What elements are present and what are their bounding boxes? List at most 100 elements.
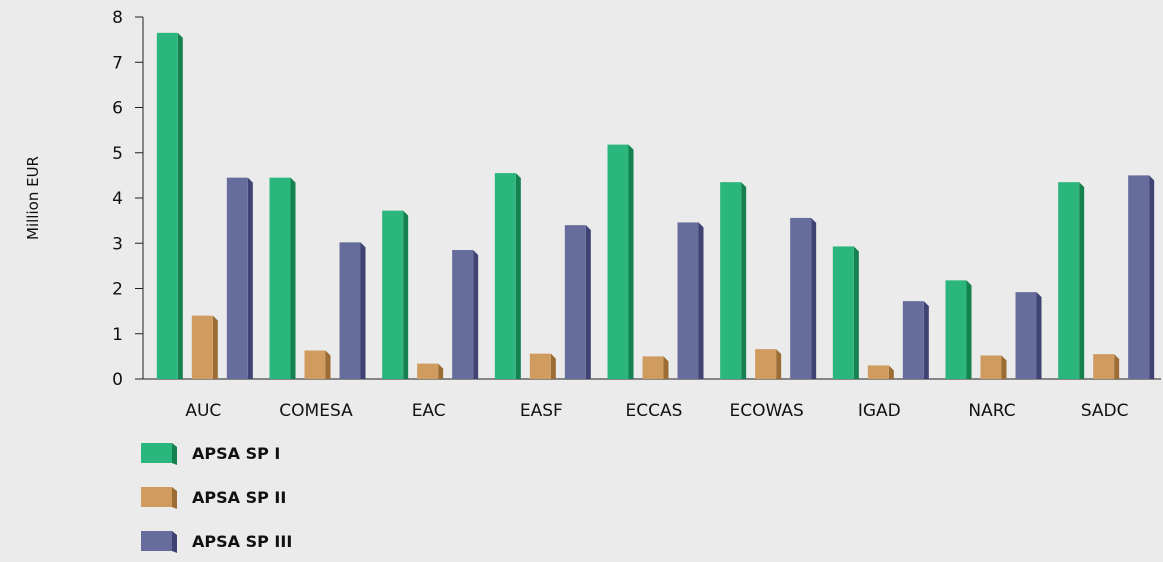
bar-front — [191, 315, 213, 379]
x-tick-label: COMESA — [279, 401, 353, 421]
bar — [1015, 292, 1042, 379]
bar-side — [1036, 292, 1042, 379]
bar — [607, 144, 634, 379]
y-axis-title: Million EUR — [24, 156, 42, 240]
bar — [1128, 175, 1155, 379]
bar — [304, 350, 331, 379]
legend-swatch — [141, 487, 172, 507]
bar-side — [663, 356, 669, 379]
bar-front — [1128, 175, 1150, 379]
bar-side — [212, 315, 218, 379]
bar-side — [1149, 175, 1155, 379]
bar — [677, 222, 704, 379]
bar-front — [677, 222, 699, 379]
bar-side — [966, 280, 972, 379]
bar — [980, 355, 1007, 379]
bar — [529, 353, 556, 379]
legend-label: APSA SP I — [192, 444, 280, 463]
bar-front — [269, 177, 291, 379]
y-tick-labels: 0 1 2 3 4 5 6 7 8 — [112, 8, 123, 390]
legend-swatch — [141, 443, 172, 463]
bar — [902, 301, 929, 379]
x-tick-label: AUC — [185, 401, 221, 421]
y-tick-label: 8 — [112, 8, 123, 28]
bar-front — [452, 250, 474, 379]
bar — [867, 365, 894, 379]
bar — [720, 182, 747, 379]
legend-swatch-side — [172, 443, 177, 465]
bar-side — [360, 242, 366, 379]
x-tick-label: IGAD — [858, 401, 901, 421]
bar-front — [1058, 182, 1080, 379]
y-tick-label: 4 — [112, 189, 123, 209]
bar-side — [888, 365, 894, 379]
legend-item: APSA SP III — [141, 531, 292, 553]
bar — [191, 315, 218, 379]
x-tick-label: EASF — [520, 401, 563, 421]
x-tick-labels: AUC COMESA EAC EASF ECCAS ECOWAS IGAD NARC SADC — [185, 401, 1128, 421]
legend-swatch — [141, 531, 172, 551]
bar-front — [832, 246, 854, 379]
bar-side — [811, 217, 817, 379]
bar — [790, 217, 817, 379]
bars — [156, 32, 1155, 380]
bar-side — [325, 350, 331, 379]
y-tick-label: 5 — [112, 144, 123, 164]
bar-side — [1079, 182, 1085, 379]
legend-swatch-side — [172, 531, 177, 553]
bar-front — [1093, 354, 1115, 379]
y-tick-label: 7 — [112, 53, 123, 73]
y-tick-label: 0 — [112, 370, 123, 390]
bar-front — [790, 217, 812, 379]
x-tick-label: ECOWAS — [730, 401, 804, 421]
x-tick-label: SADC — [1081, 401, 1129, 421]
bar-side — [247, 177, 253, 379]
bar-side — [550, 353, 556, 379]
bar-side — [741, 182, 747, 379]
bar-side — [776, 349, 782, 379]
bar-front — [980, 355, 1002, 379]
y-axis-title-group: Million EUR — [24, 156, 42, 240]
bar-front — [382, 210, 404, 379]
bar-side — [853, 246, 859, 379]
bar-side — [473, 250, 479, 379]
y-tick-label: 2 — [112, 280, 123, 300]
bar-side — [290, 177, 296, 379]
legend-item: APSA SP II — [141, 487, 286, 509]
bar-front — [494, 173, 516, 379]
bar-side — [177, 32, 183, 380]
legend: APSA SP I APSA SP II APSA SP III — [141, 443, 292, 553]
bar-side — [698, 222, 704, 379]
bar-side — [923, 301, 929, 379]
bar-front — [1015, 292, 1037, 379]
bar — [452, 250, 479, 379]
bar — [1093, 354, 1120, 379]
bar-front — [755, 349, 777, 379]
bar-front — [156, 32, 178, 380]
bar — [1058, 182, 1085, 379]
legend-label: APSA SP II — [192, 488, 286, 507]
bar-side — [628, 144, 634, 379]
bar-front — [902, 301, 924, 379]
bar-front — [529, 353, 551, 379]
bar — [417, 363, 444, 379]
bar-front — [226, 177, 248, 379]
bar — [226, 177, 253, 379]
bar-front — [720, 182, 742, 379]
bar-front — [642, 356, 664, 379]
x-tick-label: EAC — [412, 401, 446, 421]
bar — [339, 242, 366, 379]
legend-label: APSA SP III — [192, 532, 292, 551]
bar-front — [867, 365, 889, 379]
bar-side — [1001, 355, 1007, 379]
bar-front — [304, 350, 326, 379]
bar-front — [339, 242, 361, 379]
y-tick-label: 1 — [112, 325, 123, 345]
bar-front — [417, 363, 439, 379]
legend-item: APSA SP I — [141, 443, 280, 465]
bar — [642, 356, 669, 379]
x-tick-label: NARC — [968, 401, 1015, 421]
bar — [156, 32, 183, 380]
